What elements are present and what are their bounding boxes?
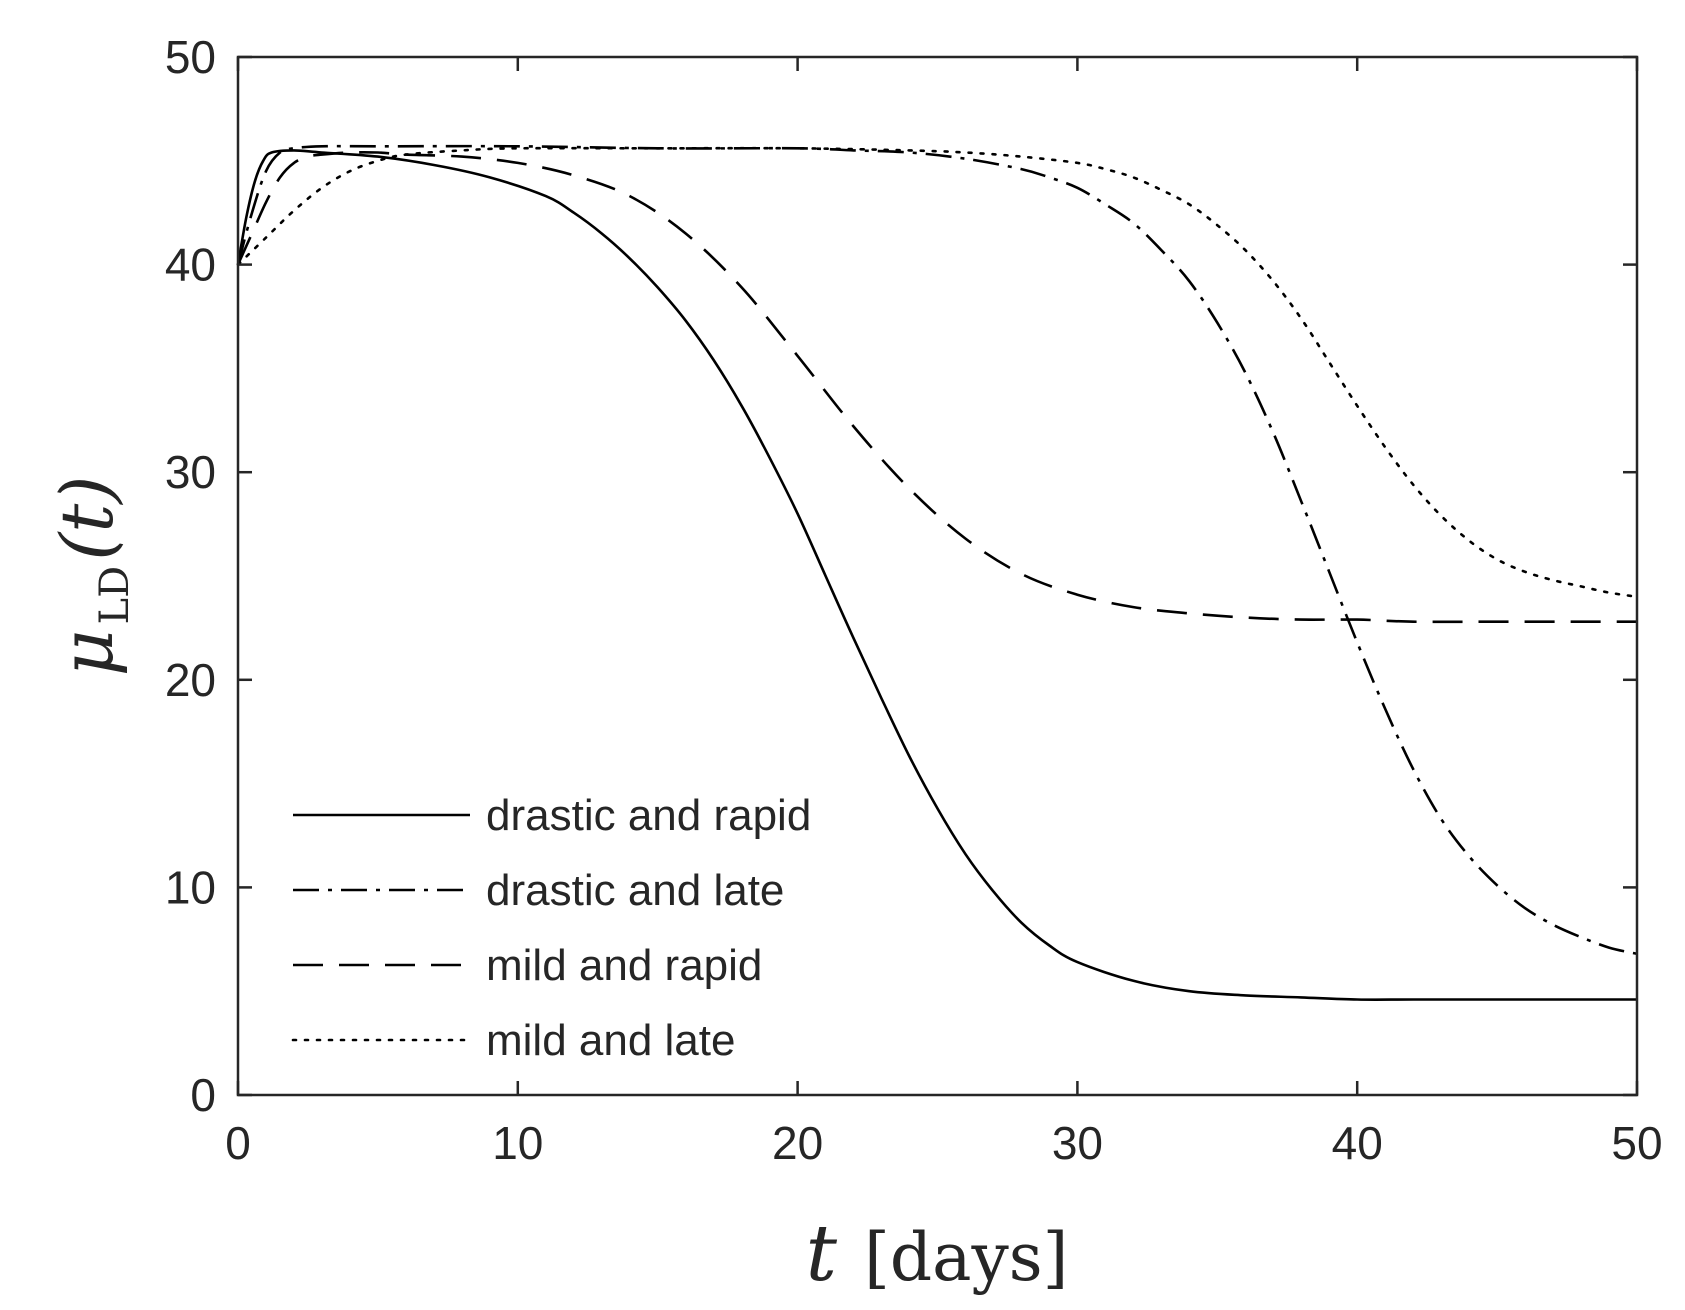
series-line-2 bbox=[236, 150, 1637, 624]
legend-label-0: drastic and rapid bbox=[486, 791, 811, 840]
legend-label-2: mild and rapid bbox=[486, 941, 762, 990]
x-axis-label-unit: [days] bbox=[864, 1219, 1068, 1296]
x-tick-label: 50 bbox=[1611, 1117, 1662, 1169]
x-tick-label: 20 bbox=[772, 1117, 823, 1169]
y-tick-label: 30 bbox=[165, 446, 216, 498]
y-axis-label-var: μ bbox=[45, 630, 129, 677]
x-tick-label: 30 bbox=[1052, 1117, 1103, 1169]
series-layer bbox=[236, 144, 1639, 1001]
y-tick-label: 40 bbox=[165, 239, 216, 291]
ticks-layer: 0 10 20 30 40 50 0 10 20 30 40 50 bbox=[165, 31, 1663, 1169]
series-line-3 bbox=[236, 146, 1639, 599]
legend: drastic and rapid drastic and late mild an… bbox=[291, 791, 811, 1065]
x-tick-label: 40 bbox=[1332, 1117, 1383, 1169]
x-axis-label-var: t bbox=[806, 1209, 838, 1299]
y-tick-label: 50 bbox=[165, 31, 216, 83]
x-axis-label: t [days] bbox=[806, 1209, 1069, 1299]
plot-area bbox=[238, 57, 1637, 1095]
legend-label-1: drastic and late bbox=[486, 866, 784, 915]
y-axis-label-subscript: LD bbox=[92, 566, 138, 625]
y-tick-label: 10 bbox=[165, 861, 216, 913]
x-tick-label: 10 bbox=[492, 1117, 543, 1169]
y-axis-label: μ LD (t) bbox=[45, 476, 138, 677]
x-tick-label: 0 bbox=[225, 1117, 251, 1169]
plot-frame bbox=[236, 55, 1639, 1097]
y-tick-label: 20 bbox=[165, 654, 216, 706]
series-line-1 bbox=[236, 144, 1638, 956]
legend-label-3: mild and late bbox=[486, 1016, 735, 1065]
y-tick-label: 0 bbox=[190, 1069, 216, 1121]
y-axis-label-arg: (t) bbox=[45, 476, 129, 561]
